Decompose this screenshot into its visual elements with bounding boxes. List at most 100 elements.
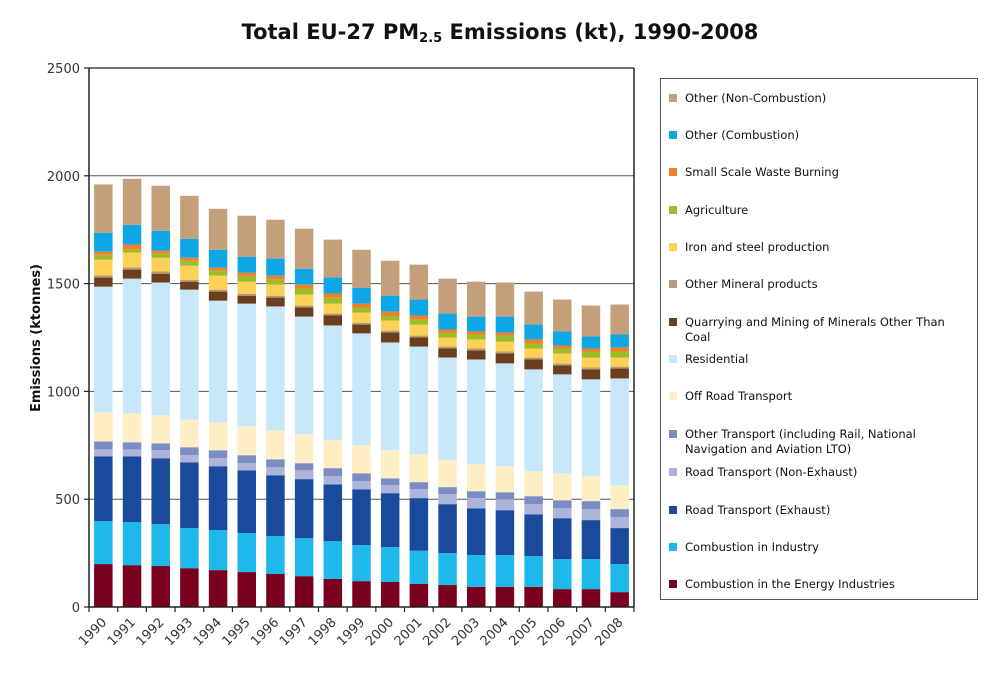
bar-segment-other-non-combustion [610, 304, 629, 335]
bar-segment-other-transport-including-rail-national-navigation-and-aviation-lto [524, 496, 543, 505]
bar-segment-agriculture [553, 348, 572, 354]
bar-segment-residential [237, 303, 257, 427]
x-tick-label: 2007 [564, 615, 598, 649]
bar-segment-iron-and-steel-production [438, 337, 457, 347]
legend-label: Road Transport (Exhaust) [685, 503, 831, 517]
bar-segment-quarrying-and-mining-of-minerals-other-than-coal [495, 353, 515, 364]
bar-segment-off-road-transport [151, 415, 170, 444]
bar-segment-residential [323, 325, 343, 441]
title-subscript: 2.5 [419, 31, 443, 46]
bar-segment-road-transport-non-exhaust [352, 481, 371, 490]
bar-segment-agriculture [151, 253, 170, 258]
bar-segment-combustion-in-industry [266, 536, 285, 575]
legend-label: Other (Combustion) [685, 128, 800, 142]
bar-segment-agriculture [610, 351, 629, 358]
bar-segment-road-transport-exhaust [380, 493, 400, 548]
bar-segment-other-combustion [409, 299, 429, 316]
legend-item: Small Scale Waste Burning [669, 165, 971, 180]
bar-segment-other-combustion [610, 334, 629, 348]
bar-segment-other-combustion [495, 316, 515, 333]
bar-segment-road-transport-non-exhaust [581, 509, 601, 521]
bar-segment-iron-and-steel-production [553, 353, 572, 364]
x-tick-label: 1996 [248, 615, 282, 649]
legend-label: Off Road Transport [685, 389, 793, 403]
bar-segment-road-transport-exhaust [180, 462, 199, 529]
bar-segment-road-transport-exhaust [294, 479, 314, 539]
bar-segment-combustion-in-industry [610, 564, 629, 593]
bar-segment-other-mineral-products [180, 279, 199, 282]
bar-segment-residential [438, 357, 457, 461]
bar-segment-other-combustion [524, 324, 543, 340]
bar-segment-other-transport-including-rail-national-navigation-and-aviation-lto [237, 455, 257, 464]
bar-segment-road-transport-non-exhaust [180, 455, 199, 463]
bar-segment-iron-and-steel-production [151, 257, 170, 272]
bar-segment-other-transport-including-rail-national-navigation-and-aviation-lto [122, 442, 142, 450]
bar-segment-other-transport-including-rail-national-navigation-and-aviation-lto [323, 468, 343, 477]
bar-segment-small-scale-waste-burning [495, 332, 515, 336]
bar-segment-quarrying-and-mining-of-minerals-other-than-coal [237, 295, 257, 304]
bar-segment-other-transport-including-rail-national-navigation-and-aviation-lto [208, 450, 228, 459]
bar-segment-road-transport-exhaust [352, 489, 371, 546]
y-tick-label: 1500 [47, 278, 80, 293]
bar-segment-road-transport-non-exhaust [610, 517, 629, 529]
bar-segment-iron-and-steel-production [266, 284, 285, 296]
bar-segment-iron-and-steel-production [524, 348, 543, 358]
legend-swatch [669, 206, 677, 214]
bar-segment-other-transport-including-rail-national-navigation-and-aviation-lto [581, 501, 601, 510]
legend-swatch [669, 392, 677, 400]
bar-segment-combustion-in-industry [466, 555, 486, 587]
bar-segment-other-mineral-products [581, 367, 601, 370]
bar-segment-other-non-combustion [323, 239, 343, 278]
x-tick-label: 2003 [449, 615, 483, 649]
bar-segment-road-transport-exhaust [524, 514, 543, 557]
legend-swatch [669, 580, 677, 588]
bar-segment-other-transport-including-rail-national-navigation-and-aviation-lto [151, 443, 170, 451]
bar-segment-quarrying-and-mining-of-minerals-other-than-coal [294, 307, 314, 317]
bar-segment-off-road-transport [524, 471, 543, 497]
legend-label: Combustion in the Energy Industries [685, 577, 895, 591]
bar-segment-off-road-transport [237, 426, 257, 456]
legend-swatch [669, 543, 677, 551]
x-tick-label: 2002 [420, 615, 454, 649]
x-tick-label: 2001 [392, 615, 426, 649]
bar-segment-small-scale-waste-burning [94, 251, 113, 255]
bar-segment-other-combustion [237, 256, 257, 273]
bar-segment-other-mineral-products [122, 267, 142, 270]
bar-segment-off-road-transport [581, 476, 601, 502]
bar-segment-iron-and-steel-production [237, 281, 257, 294]
bar-segment-other-combustion [553, 331, 572, 346]
bar-segment-other-non-combustion [581, 305, 601, 337]
bar-segment-small-scale-waste-burning [409, 315, 429, 320]
x-tick-label: 2008 [592, 615, 626, 649]
bar-segment-combustion-in-industry [180, 528, 199, 569]
legend-label: Iron and steel production [685, 240, 830, 254]
bar-segment-quarrying-and-mining-of-minerals-other-than-coal [380, 332, 400, 343]
bar-segment-small-scale-waste-burning [352, 303, 371, 308]
bar-segment-off-road-transport [610, 485, 629, 510]
bar-segment-other-transport-including-rail-national-navigation-and-aviation-lto [380, 478, 400, 486]
bar-segment-other-non-combustion [208, 208, 228, 250]
bar-segment-road-transport-exhaust [581, 520, 601, 560]
legend-item: Other Mineral products [669, 277, 971, 292]
bar-segment-agriculture [180, 260, 199, 266]
bar-segment-other-transport-including-rail-national-navigation-and-aviation-lto [610, 509, 629, 518]
bar-segment-quarrying-and-mining-of-minerals-other-than-coal [466, 350, 486, 360]
bar-segment-residential [409, 346, 429, 455]
bar-segment-agriculture [581, 351, 601, 358]
bar-segment-residential [524, 369, 543, 472]
bar-segment-other-mineral-products [409, 335, 429, 338]
bar-segment-other-transport-including-rail-national-navigation-and-aviation-lto [495, 492, 515, 500]
bar-segment-residential [266, 306, 285, 431]
bar-segment-other-non-combustion [122, 178, 142, 225]
bar-segment-road-transport-exhaust [553, 518, 572, 560]
bar-segment-quarrying-and-mining-of-minerals-other-than-coal [323, 315, 343, 326]
bar-segment-other-mineral-products [466, 348, 486, 351]
bar-segment-combustion-in-the-energy-industries [610, 592, 629, 607]
bar-segment-off-road-transport [438, 460, 457, 488]
bar-segment-quarrying-and-mining-of-minerals-other-than-coal [180, 281, 199, 290]
x-tick-label: 1990 [76, 615, 110, 649]
bar-segment-other-combustion [208, 249, 228, 268]
bar-segment-iron-and-steel-production [294, 294, 314, 306]
bar-segment-quarrying-and-mining-of-minerals-other-than-coal [151, 273, 170, 283]
bar-segment-road-transport-non-exhaust [323, 476, 343, 485]
